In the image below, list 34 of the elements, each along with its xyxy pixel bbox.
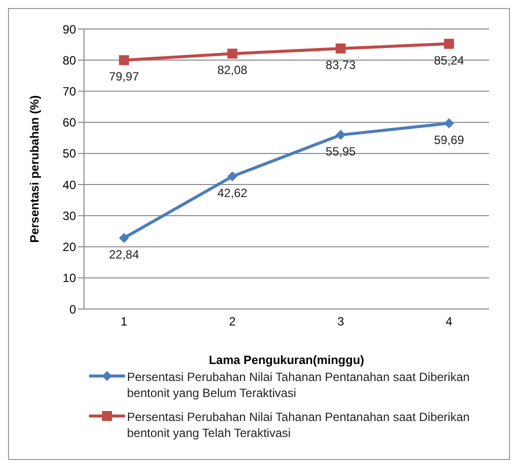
data-label: 82,08: [217, 63, 248, 78]
y-tick-label: 0: [69, 302, 76, 316]
data-label: 22,84: [108, 247, 140, 262]
data-label: 85,24: [434, 53, 464, 68]
point: [119, 232, 129, 243]
legend-label: Persentasi Perubahan Nilai Tahanan Pentanahan saat Diberikan bentonit yang Telah Teraktivasi: [127, 409, 471, 441]
legend-label: Persentasi Perubahan Nilai Tahanan Pentanahan saat Diberikan bentonit yang Belum Teraktivasi: [127, 369, 471, 401]
y-tick-label: 70: [62, 84, 76, 98]
y-axis-title: Persentasi perubahan (%): [27, 95, 42, 243]
y-tick-label: 40: [62, 178, 76, 192]
point: [227, 48, 238, 59]
x-tick-label: 3: [337, 314, 344, 329]
point: [227, 171, 238, 182]
y-tick-label: 50: [62, 146, 76, 161]
x-tick-label: 4: [446, 314, 453, 329]
data-label: 79,97: [108, 70, 140, 84]
x-tick-label: 1: [120, 314, 128, 329]
y-tick-label: 30: [62, 208, 76, 223]
x-tick-label: 2: [228, 314, 236, 329]
x-axis-title: Lama Pengukuran(minggu): [208, 353, 364, 367]
y-tick-label: 80: [62, 53, 76, 68]
data-label: 42,62: [217, 186, 248, 200]
y-tick-label: 10: [62, 271, 76, 286]
y-tick-label: 20: [62, 240, 76, 254]
y-tick-label: 90: [62, 22, 76, 36]
data-label: 83,73: [326, 58, 356, 72]
data-label: 55,95: [326, 144, 356, 158]
point: [119, 55, 129, 66]
y-tick-label: 60: [62, 116, 76, 130]
point: [336, 44, 346, 54]
data-label: 59,69: [434, 132, 464, 147]
point: [444, 38, 454, 49]
point: [336, 130, 346, 140]
point: [444, 118, 454, 128]
